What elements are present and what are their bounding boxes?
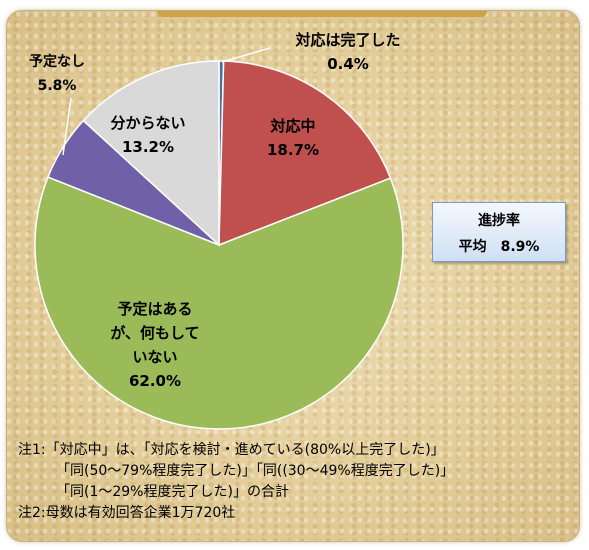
pie-slices bbox=[34, 60, 404, 430]
slice-planned-not-started-label: 予定はあるが、何もしていない 62.0% bbox=[110, 300, 199, 390]
slice-in-progress-label: 対応中 18.7% bbox=[267, 117, 319, 159]
slice-no-plan-label: 予定なし 5.8% bbox=[29, 53, 85, 94]
progress-rate-box: 進捗率 平均 8.9% bbox=[432, 202, 566, 262]
slice-completed-leader-line bbox=[221, 47, 271, 63]
leader-lines bbox=[62, 47, 271, 156]
slice-unknown bbox=[82, 60, 220, 247]
title-strip-remnant bbox=[157, 11, 487, 17]
note-1-line-1: 注1:「対応中」は、「対応を検討・進めている(80%以上完了した)」 bbox=[18, 442, 445, 458]
slice-completed-label: 対応は完了した 0.4% bbox=[294, 31, 400, 73]
footnotes: 注1:「対応中」は、「対応を検討・進めている(80%以上完了した)」 「同(50… bbox=[18, 440, 578, 524]
progress-rate-average: 平均 8.9% bbox=[458, 239, 540, 255]
slice-in-progress bbox=[218, 60, 392, 247]
slice-planned-not-started bbox=[34, 176, 404, 430]
progress-rate-title: 進捗率 bbox=[478, 213, 520, 229]
slice-no-plan-leader-line bbox=[62, 97, 72, 156]
slice-unknown-label: 分からない 13.2% bbox=[110, 114, 185, 156]
slice-labels: 対応は完了した 0.4% 対応中 18.7% 予定はあるが、何もしていない 62.0% 予定… bbox=[29, 31, 401, 390]
note-1-line-3: 「同(1～29%程度完了した)」の合計 bbox=[56, 484, 289, 500]
note-2: 注2:母数は有効回答企業1万720社 bbox=[18, 505, 236, 521]
note-1-line-2: 「同(50～79%程度完了した)」「同((30～49%程度完了した)」 bbox=[56, 463, 455, 479]
